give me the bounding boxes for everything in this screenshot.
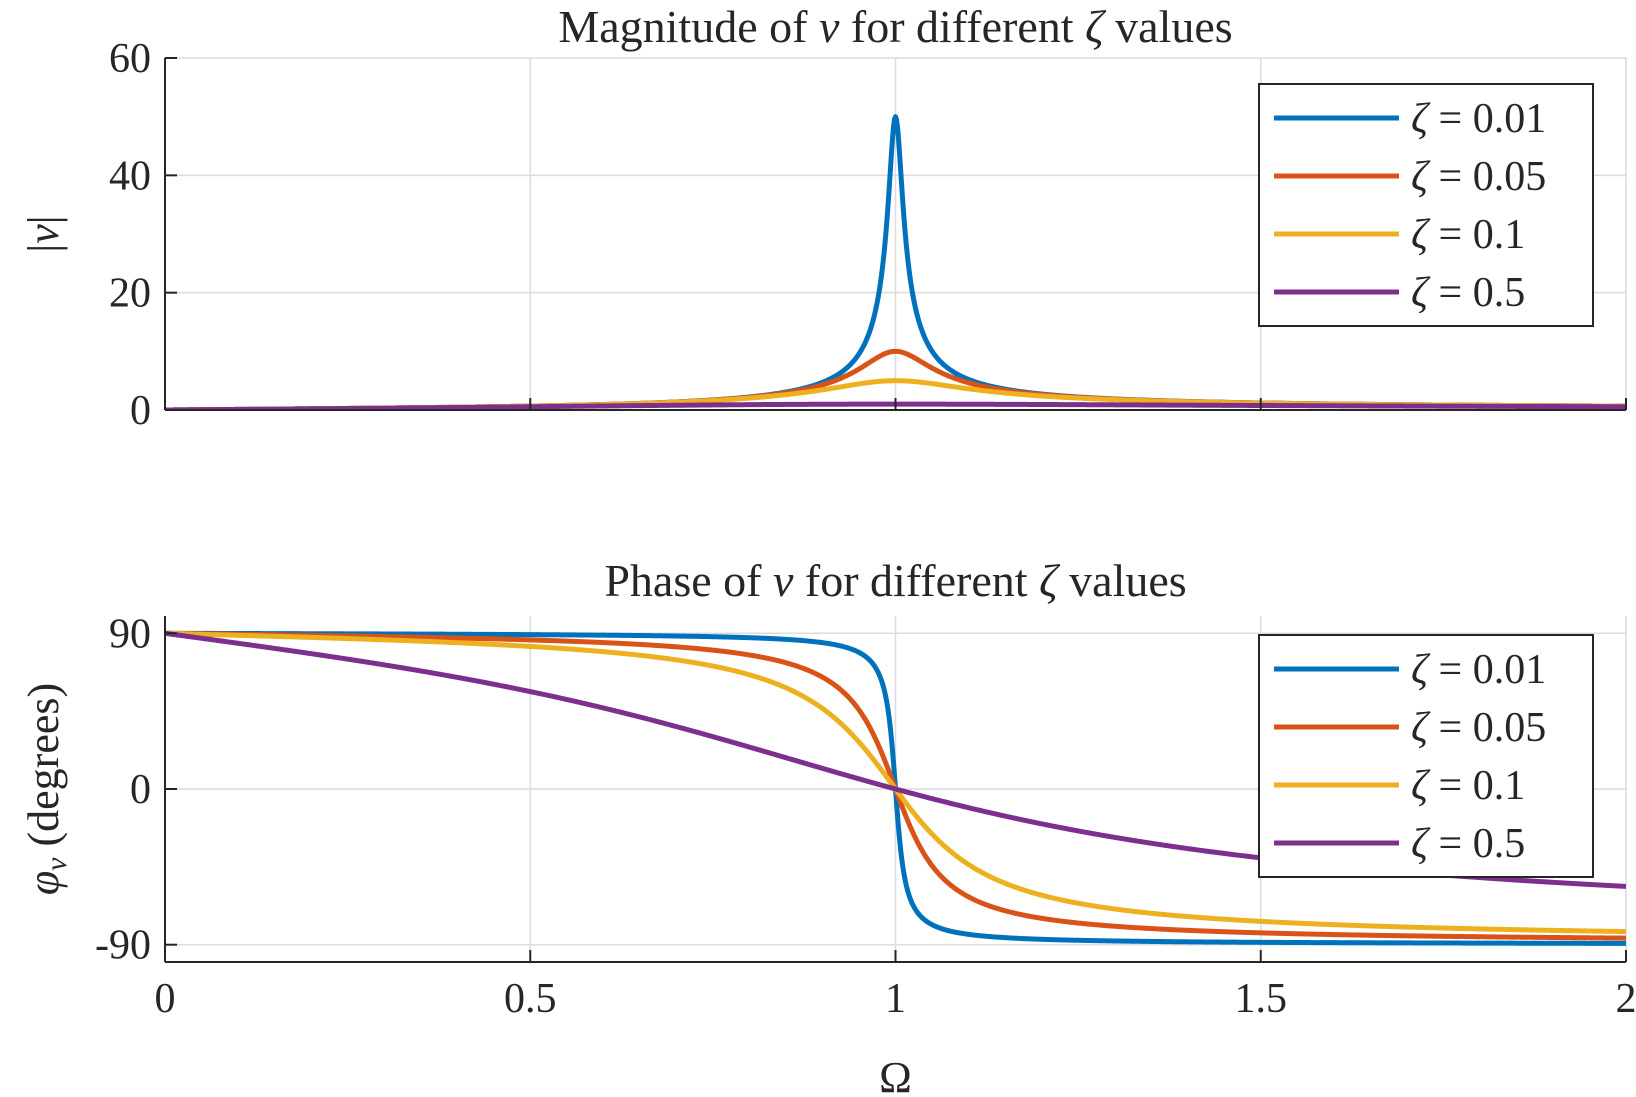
legend-box <box>1258 83 1594 327</box>
x-axis-label: Ω <box>879 1053 912 1097</box>
chart-title: Magnitude of v for different ζ values <box>558 1 1232 52</box>
legend-label: ζ = 0.01 <box>1411 647 1546 693</box>
legend: ζ = 0.01 ζ = 0.05 ζ = 0.1 ζ = 0.5 <box>1258 634 1594 878</box>
x-tick-label: 0 <box>155 976 176 1022</box>
legend-box <box>1258 634 1594 878</box>
chart-magnitude: 0 20 40 60 Magnitude of v for different ζ va… <box>19 1 1627 434</box>
x-tick-label: 1.5 <box>1235 976 1288 1022</box>
legend-label: ζ = 0.5 <box>1411 270 1525 316</box>
x-tick-label: 2 <box>1616 976 1636 1022</box>
legend-label: ζ = 0.1 <box>1411 212 1525 258</box>
legend-label: ζ = 0.05 <box>1411 705 1546 751</box>
y-tick-label: -90 <box>95 923 151 969</box>
legend-label: ζ = 0.5 <box>1411 821 1525 867</box>
legend-label: ζ = 0.1 <box>1411 763 1525 809</box>
legend: ζ = 0.01 ζ = 0.05 ζ = 0.1 ζ = 0.5 <box>1258 83 1594 327</box>
y-axis-label: |v| <box>19 215 68 252</box>
y-tick-label: 40 <box>109 153 151 199</box>
legend-label: ζ = 0.05 <box>1411 154 1546 200</box>
y-tick-label: 20 <box>109 271 151 317</box>
chart-title: Phase of v for different ζ values <box>604 555 1186 606</box>
y-tick-label: 0 <box>130 388 151 434</box>
y-axis-label: φv (degrees) <box>19 683 73 895</box>
y-tick-label: 90 <box>109 611 151 657</box>
y-tick-label: 0 <box>130 767 151 813</box>
x-tick-label: 1 <box>885 976 906 1022</box>
x-tick-label: 0.5 <box>504 976 557 1022</box>
legend-label: ζ = 0.01 <box>1411 96 1546 142</box>
y-tick-label: 60 <box>109 36 151 82</box>
